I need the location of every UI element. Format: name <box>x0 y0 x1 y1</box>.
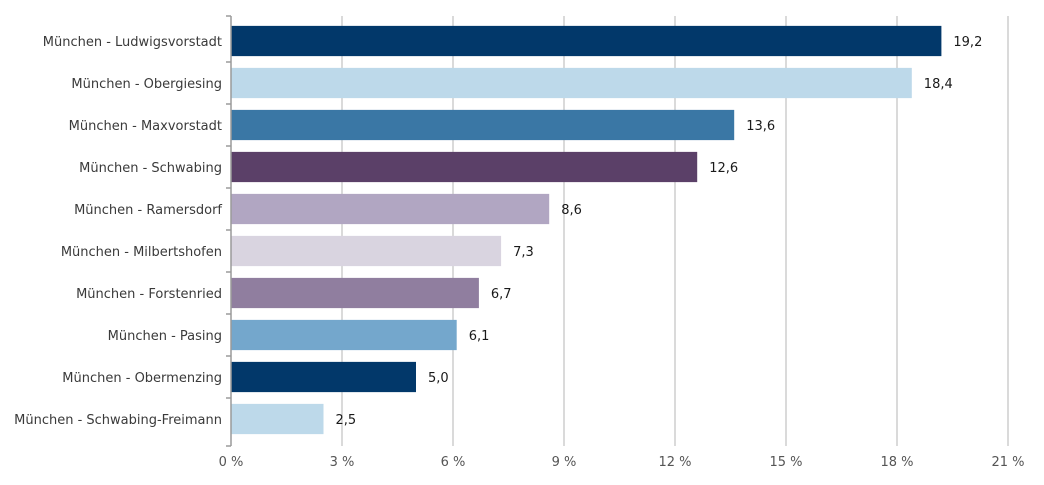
category-label: München - Ludwigsvorstadt <box>43 35 222 50</box>
value-label: 13,6 <box>746 119 775 134</box>
x-tick-label: 15 % <box>769 455 802 470</box>
x-tick-label: 12 % <box>658 455 691 470</box>
bar <box>231 277 479 309</box>
bar <box>231 151 698 183</box>
category-label: München - Forstenried <box>76 287 222 302</box>
bar <box>231 67 912 99</box>
x-tick-label: 3 % <box>330 455 355 470</box>
x-tick-label: 21 % <box>991 455 1024 470</box>
bar <box>231 109 735 141</box>
value-label: 2,5 <box>336 413 357 428</box>
value-label: 18,4 <box>924 77 953 92</box>
category-label: München - Schwabing-Freimann <box>14 413 222 428</box>
category-label: München - Obergiesing <box>71 77 222 92</box>
value-label: 7,3 <box>513 245 534 260</box>
category-label: München - Ramersdorf <box>74 203 222 218</box>
x-tick-label: 6 % <box>441 455 466 470</box>
value-label: 19,2 <box>953 35 982 50</box>
category-label: München - Pasing <box>108 329 222 344</box>
bar <box>231 25 942 57</box>
category-label: München - Obermenzing <box>62 371 222 386</box>
y-axis <box>226 15 232 447</box>
category-label: München - Schwabing <box>79 161 222 176</box>
value-label: 8,6 <box>561 203 582 218</box>
value-label: 6,7 <box>491 287 512 302</box>
x-tick-label: 18 % <box>880 455 913 470</box>
bar <box>231 403 324 435</box>
category-label: München - Milbertshofen <box>61 245 222 260</box>
bar <box>231 193 550 225</box>
value-label: 6,1 <box>469 329 490 344</box>
category-label: München - Maxvorstadt <box>69 119 222 134</box>
labels: 0 % 3 % 6 % 9 % 12 % 15 % 18 % 21 % München - Lu… <box>14 35 1024 470</box>
bar <box>231 319 457 351</box>
bars <box>231 25 942 435</box>
x-tick-label: 0 % <box>219 455 244 470</box>
value-label: 5,0 <box>428 371 449 386</box>
bar <box>231 235 502 267</box>
value-label: 12,6 <box>709 161 738 176</box>
x-tick-label: 9 % <box>552 455 577 470</box>
bar <box>231 361 416 393</box>
